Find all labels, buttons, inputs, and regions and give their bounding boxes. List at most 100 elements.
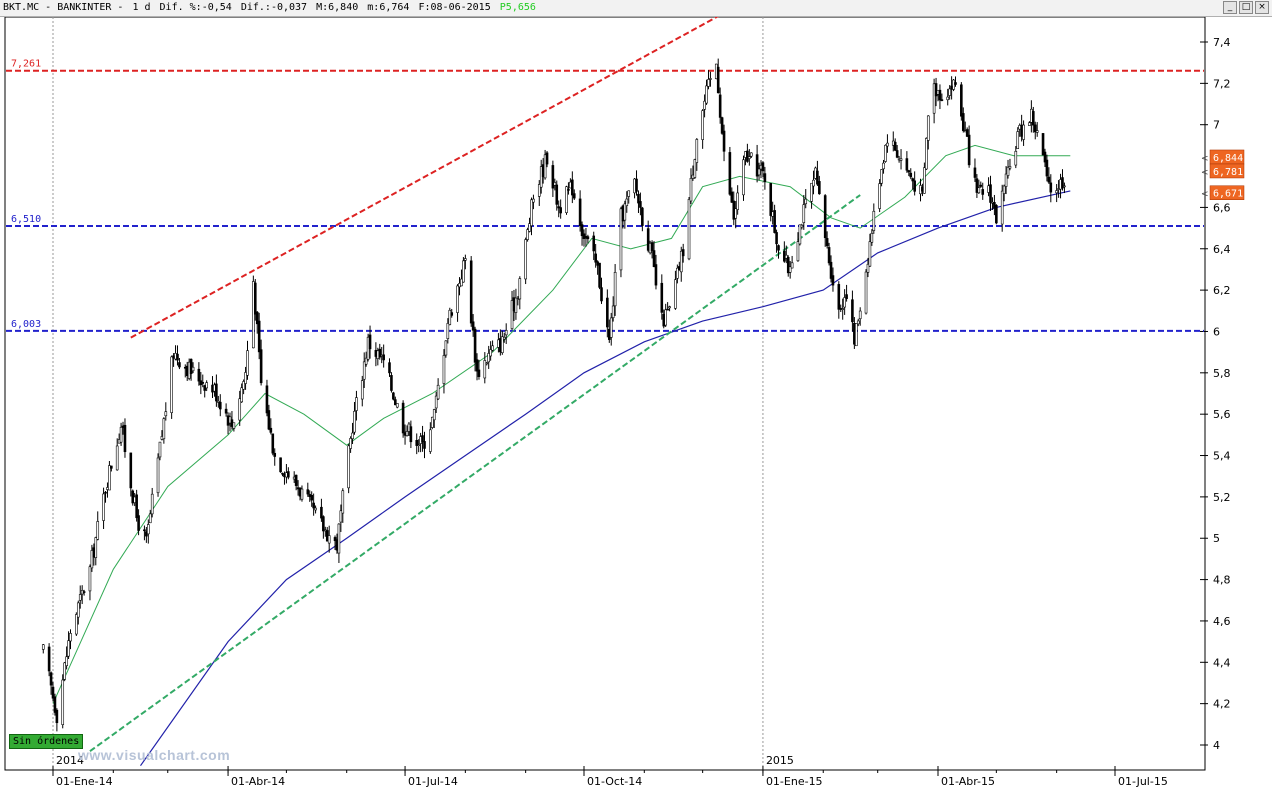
candle-body — [415, 440, 419, 446]
candle-body — [878, 183, 881, 209]
minimize-button[interactable]: _ — [1223, 1, 1237, 14]
candle-body — [1063, 185, 1066, 188]
min-value: 6,764 — [379, 2, 410, 13]
candle-body — [831, 275, 835, 286]
candle-body — [788, 266, 792, 273]
candle-body — [392, 392, 395, 400]
candle-body — [232, 422, 236, 429]
candle-body — [716, 66, 720, 94]
candle-body — [911, 178, 915, 182]
candle-body — [104, 491, 107, 494]
candle-body — [69, 633, 72, 642]
candle-body — [763, 173, 767, 183]
price-tag-label: 6,781 — [1213, 167, 1243, 178]
candle-body — [769, 183, 773, 216]
candle-body — [866, 263, 870, 273]
candle-body — [504, 330, 508, 336]
x-tick-label: 01-Jul-15 — [1118, 775, 1168, 788]
candle-body — [586, 236, 590, 240]
candle-body — [485, 362, 489, 365]
candle-body — [545, 152, 549, 165]
candle-body — [364, 357, 368, 365]
candle-body — [841, 308, 844, 310]
candle-body — [201, 382, 205, 384]
candle-body — [886, 142, 889, 147]
candle-body — [401, 402, 405, 434]
watermark: www.visualchart.com — [78, 747, 231, 763]
candle-body — [65, 656, 68, 666]
candle-body — [530, 199, 533, 227]
candle-body — [681, 249, 685, 257]
candle-body — [555, 184, 559, 205]
y-tick-label: 4,8 — [1213, 574, 1231, 587]
candle-body — [1028, 122, 1031, 126]
candle-body — [1016, 131, 1020, 149]
candle-body — [701, 110, 704, 140]
candle-body — [337, 523, 341, 554]
candle-body — [619, 208, 623, 271]
candle-body — [868, 241, 872, 267]
candle-body — [240, 387, 243, 403]
price-tag — [1209, 163, 1245, 179]
y-tick-label: 4,2 — [1213, 698, 1231, 711]
candle-body — [147, 524, 150, 535]
candle-body — [322, 516, 325, 532]
close-button[interactable]: × — [1255, 1, 1269, 14]
candle-body — [709, 78, 712, 80]
trend-line-resistance — [130, 14, 721, 339]
candle-body — [224, 408, 228, 414]
candle-body — [790, 262, 794, 269]
candle-body — [668, 306, 671, 309]
candle-body — [899, 158, 903, 161]
candle-body — [571, 179, 574, 196]
candle-body — [827, 247, 831, 264]
candle-body — [880, 169, 883, 184]
candle-body — [471, 321, 475, 331]
candle-body — [378, 348, 382, 358]
candle-body — [938, 89, 942, 101]
candle-body — [674, 279, 677, 309]
candle-body — [757, 168, 761, 176]
candle-body — [981, 189, 985, 195]
date-label: F: — [418, 2, 431, 13]
window-controls: _ □ × — [1223, 1, 1269, 14]
candle-body — [218, 401, 222, 410]
candle-body — [265, 385, 269, 414]
candle-body — [829, 261, 833, 279]
candle-body — [1008, 166, 1012, 169]
y-tick-label: 4 — [1213, 739, 1220, 752]
candle-body — [777, 245, 780, 251]
candle-body — [446, 323, 450, 339]
candle-body — [123, 424, 127, 453]
candle-body — [909, 172, 913, 178]
candle-body — [718, 94, 722, 118]
candle-body — [82, 591, 86, 593]
candle-body — [469, 260, 473, 324]
candle-body — [707, 79, 710, 87]
maximize-button[interactable]: □ — [1239, 1, 1253, 14]
candle-body — [189, 358, 193, 375]
candle-body — [514, 297, 518, 313]
candle-body — [444, 340, 448, 356]
x-tick-label: 01-Ene-14 — [56, 775, 113, 788]
candle-body — [148, 513, 152, 524]
candle-body — [551, 165, 555, 189]
candle-body — [654, 264, 658, 286]
candle-body — [205, 382, 208, 389]
candle-body — [137, 515, 140, 531]
chart-title-bar[interactable]: BKT.MC - BANKINTER - 1 d Dif. %:-0,54 Di… — [0, 0, 1272, 17]
candle-body — [257, 320, 261, 353]
candle-body — [843, 297, 846, 308]
orders-status-badge[interactable]: Sin órdenes — [9, 734, 84, 749]
candle-body — [748, 156, 751, 159]
candle-body — [666, 308, 669, 311]
candle-body — [613, 271, 617, 307]
candle-body — [409, 426, 413, 443]
candle-body — [368, 334, 372, 350]
candle-body — [598, 262, 601, 288]
candle-body — [524, 239, 527, 280]
candle-body — [421, 435, 424, 443]
date-value: 08-06-2015 — [430, 2, 491, 13]
plot-area — [4, 16, 1206, 771]
